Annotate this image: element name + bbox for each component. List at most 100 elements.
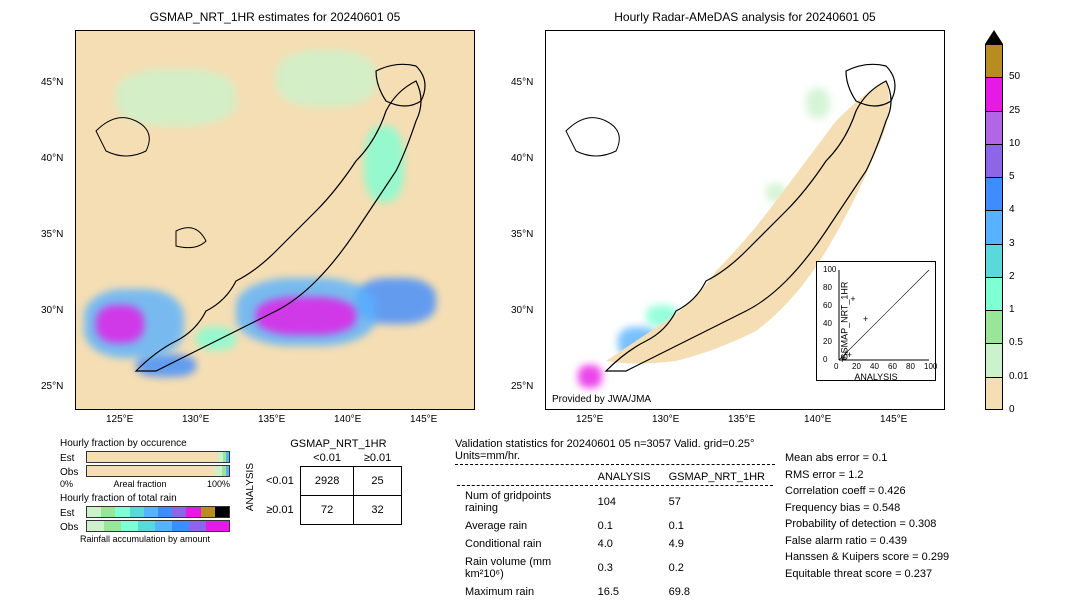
stat-row: False alarm ratio = 0.439 bbox=[785, 533, 1065, 550]
scatter-xtick: 60 bbox=[888, 362, 897, 371]
validation-col-header bbox=[457, 469, 588, 486]
validation-section: Validation statistics for 20240601 05 n=… bbox=[455, 438, 775, 602]
colorbar-arrow-icon bbox=[985, 30, 1003, 44]
validation-title: Validation statistics for 20240601 05 n=… bbox=[455, 438, 775, 462]
rain-patch bbox=[196, 327, 236, 350]
validation-cell: 57 bbox=[661, 488, 773, 516]
fraction-bars-section: Hourly fraction by occurence EstObs 0% A… bbox=[60, 438, 230, 544]
rain-patch bbox=[364, 126, 404, 202]
rain-patch bbox=[96, 305, 144, 343]
map-xtick: 145°E bbox=[880, 414, 907, 425]
validation-cell: 4.9 bbox=[661, 536, 773, 552]
colorbar-tick-label: 4 bbox=[1009, 204, 1015, 215]
fraction-segment bbox=[104, 521, 121, 531]
map-xtick: 140°E bbox=[334, 414, 361, 425]
occurrence-title: Hourly fraction by occurence bbox=[60, 438, 230, 449]
stats-list: Mean abs error = 0.1RMS error = 1.2Corre… bbox=[785, 450, 1065, 582]
fraction-row-label: Est bbox=[60, 453, 82, 464]
contingency-row-header: ANALYSIS bbox=[245, 463, 256, 511]
fraction-bar bbox=[86, 465, 230, 477]
fraction-segment bbox=[226, 452, 229, 462]
validation-cell: 0.2 bbox=[661, 554, 773, 582]
scatter-xtick: 80 bbox=[906, 362, 915, 371]
scatter-xlabel: ANALYSIS bbox=[817, 372, 935, 382]
colorbar-segment bbox=[985, 177, 1003, 210]
map-xtick: 130°E bbox=[652, 414, 679, 425]
scatter-ytick: 100 bbox=[823, 265, 836, 274]
fraction-segment bbox=[138, 521, 155, 531]
map-ytick: 40°N bbox=[511, 153, 533, 164]
scatter-xtick: 20 bbox=[852, 362, 861, 371]
fraction-bar bbox=[86, 451, 230, 463]
scatter-ytick: 80 bbox=[823, 283, 832, 292]
contingency-col-label: <0.01 bbox=[300, 450, 353, 467]
validation-cell: Maximum rain bbox=[457, 584, 588, 600]
fraction-row-label: Obs bbox=[60, 467, 82, 478]
colorbar-segment bbox=[985, 144, 1003, 177]
fraction-segment bbox=[101, 507, 115, 517]
map-xtick: 125°E bbox=[106, 414, 133, 425]
left-map bbox=[75, 30, 475, 410]
validation-cell: 0.1 bbox=[661, 518, 773, 534]
map-ytick: 45°N bbox=[41, 77, 63, 88]
scatter-ytick: 0 bbox=[823, 355, 827, 364]
totalrain-title: Hourly fraction of total rain bbox=[60, 493, 230, 504]
validation-cell: 4.0 bbox=[590, 536, 659, 552]
contingency-col-label: ≥0.01 bbox=[354, 450, 401, 467]
fraction-segment bbox=[201, 507, 215, 517]
stat-row: Correlation coeff = 0.426 bbox=[785, 483, 1065, 500]
map-xtick: 125°E bbox=[576, 414, 603, 425]
stat-row: Frequency bias = 0.548 bbox=[785, 500, 1065, 517]
attribution-text: Provided by JWA/JMA bbox=[552, 394, 651, 405]
contingency-row-label: <0.01 bbox=[260, 467, 300, 496]
left-map-title: GSMAP_NRT_1HR estimates for 20240601 05 bbox=[75, 10, 475, 24]
colorbar-tick-label: 10 bbox=[1009, 138, 1020, 149]
stat-row: Probability of detection = 0.308 bbox=[785, 516, 1065, 533]
fraction-segment bbox=[172, 521, 189, 531]
rain-patch bbox=[116, 69, 236, 126]
colorbar-tick-label: 0.5 bbox=[1009, 337, 1023, 348]
scatter-ytick: 40 bbox=[823, 319, 832, 328]
scatter-point: + bbox=[850, 294, 855, 304]
fraction-segment bbox=[215, 466, 222, 476]
fraction-segment bbox=[206, 521, 229, 531]
scatter-xtick: 40 bbox=[870, 362, 879, 371]
colorbar-segment bbox=[985, 377, 1003, 410]
occ-axis-0: 0% bbox=[60, 479, 73, 489]
fraction-segment bbox=[144, 507, 158, 517]
map-xtick: 130°E bbox=[182, 414, 209, 425]
contingency-cell: 2928 bbox=[300, 467, 353, 496]
map-ytick: 25°N bbox=[511, 381, 533, 392]
totalrain-caption: Rainfall accumulation by amount bbox=[60, 534, 230, 544]
colorbar-segment bbox=[985, 277, 1003, 310]
scatter-ylabel: GSMAP_NRT_1HR bbox=[839, 282, 849, 361]
validation-cell: 16.5 bbox=[590, 584, 659, 600]
scatter-ytick: 20 bbox=[823, 337, 832, 346]
colorbar-tick-label: 50 bbox=[1009, 71, 1020, 82]
occ-axis-100: 100% bbox=[207, 479, 230, 489]
validation-cell: Average rain bbox=[457, 518, 588, 534]
contingency-cell: 25 bbox=[354, 467, 401, 496]
fraction-bar bbox=[86, 520, 230, 532]
map-ytick: 25°N bbox=[41, 381, 63, 392]
fraction-segment bbox=[87, 466, 215, 476]
colorbar-tick-label: 0.01 bbox=[1009, 371, 1028, 382]
colorbar-tick-label: 3 bbox=[1009, 238, 1015, 249]
colorbar-segment bbox=[985, 210, 1003, 243]
validation-col-header: GSMAP_NRT_1HR bbox=[661, 469, 773, 486]
stat-row: Equitable threat score = 0.237 bbox=[785, 566, 1065, 583]
fraction-segment bbox=[115, 507, 129, 517]
colorbar-tick-label: 2 bbox=[1009, 271, 1015, 282]
fraction-segment bbox=[226, 466, 229, 476]
stat-row: Mean abs error = 0.1 bbox=[785, 450, 1065, 467]
map-xtick: 135°E bbox=[258, 414, 285, 425]
map-ytick: 30°N bbox=[41, 305, 63, 316]
map-ytick: 35°N bbox=[41, 229, 63, 240]
contingency-row-label: ≥0.01 bbox=[260, 496, 300, 525]
contingency-cell: 72 bbox=[300, 496, 353, 525]
colorbar: 0.010.5123451025500 bbox=[985, 30, 1003, 410]
fraction-segment bbox=[121, 521, 138, 531]
fraction-segment bbox=[87, 521, 104, 531]
stat-row: RMS error = 1.2 bbox=[785, 467, 1065, 484]
validation-cell: 0.3 bbox=[590, 554, 659, 582]
